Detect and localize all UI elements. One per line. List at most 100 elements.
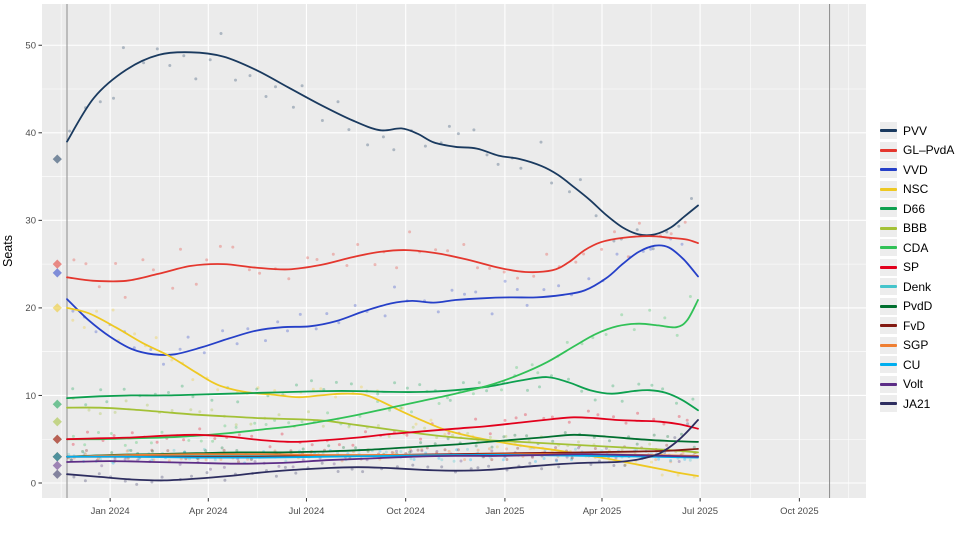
svg-text:30: 30 (25, 216, 36, 227)
election-result-marker-VVD (52, 268, 62, 278)
svg-text:Jan 2025: Jan 2025 (485, 506, 524, 517)
legend-key-icon (880, 317, 897, 335)
legend-item-vvd: VVD (880, 160, 954, 180)
svg-text:Apr 2025: Apr 2025 (583, 506, 622, 517)
minor-gridlines (42, 4, 866, 498)
svg-text:Jul 2024: Jul 2024 (288, 506, 324, 517)
legend-item-denk: Denk (880, 277, 954, 297)
legend-key-icon (880, 297, 897, 315)
legend-swatch-icon (880, 148, 897, 152)
legend-key-icon (880, 336, 897, 354)
legend-swatch-icon (880, 129, 897, 133)
legend-key-icon (880, 239, 897, 257)
legend-key-icon (880, 141, 897, 159)
scatter-D66 (71, 374, 695, 407)
legend-item-cu: CU (880, 355, 954, 375)
legend-swatch-icon (880, 246, 897, 250)
legend-swatch-icon (880, 168, 897, 172)
legend: PVV GL–PvdA VVD NSC D66 (880, 121, 954, 414)
legend-item-pvdd: PvdD (880, 297, 954, 317)
election-result-marker-GL–PvdA (52, 259, 62, 269)
legend-label: PVV (903, 123, 928, 138)
legend-item-fvd: FvD (880, 316, 954, 336)
election-result-marker-BBB (52, 417, 62, 427)
svg-text:Oct 2025: Oct 2025 (780, 506, 819, 517)
election-result-marker-JA21 (52, 469, 62, 479)
election-result-marker-Volt (52, 460, 62, 471)
scatter-CDA (71, 295, 692, 447)
legend-label: NSC (903, 182, 929, 197)
legend-swatch-icon (880, 207, 897, 211)
legend-label: SP (903, 260, 920, 275)
legend-key-icon (880, 219, 897, 237)
plot-panel (42, 4, 866, 498)
scatter-GL–PvdA (72, 220, 687, 299)
legend-item-d66: D66 (880, 199, 954, 219)
legend-label: BBB (903, 221, 928, 236)
legend-swatch-icon (880, 304, 897, 308)
trend-line-GL–PvdA (66, 235, 699, 283)
legend-label: GL–PvdA (903, 143, 955, 158)
trend-line-BBB (66, 406, 699, 454)
legend-swatch-icon (880, 343, 897, 347)
trend-line-Volt (66, 453, 699, 465)
election-result-marker-PVV (52, 154, 62, 164)
legend-label: D66 (903, 201, 926, 216)
svg-text:Apr 2024: Apr 2024 (189, 506, 228, 517)
legend-swatch-icon (880, 226, 897, 230)
legend-swatch-icon (880, 285, 897, 289)
legend-key-icon (880, 356, 897, 374)
legend-label: PvdD (903, 299, 933, 314)
legend-key-icon (880, 258, 897, 276)
legend-item-cda: CDA (880, 238, 954, 258)
svg-text:50: 50 (25, 41, 36, 52)
legend-key-icon (880, 180, 897, 198)
legend-label: SGP (903, 338, 929, 353)
y-axis-title: Seats (1, 235, 15, 267)
x-axis-tick-labels: Jan 2024 Apr 2024 Jul 2024 Oct 2024 Jan 2025… (91, 498, 819, 517)
trend-line-D66 (66, 376, 699, 412)
legend-item-gl-pvda: GL–PvdA (880, 141, 954, 161)
legend-item-pvv: PVV (880, 121, 954, 141)
election-result-marker-CU (52, 452, 62, 462)
legend-label: Volt (903, 377, 924, 392)
svg-text:Jul 2025: Jul 2025 (682, 506, 718, 517)
election-result-marker-SP (52, 434, 62, 444)
legend-swatch-icon (880, 402, 897, 406)
legend-label: CU (903, 357, 921, 372)
legend-key-icon (880, 278, 897, 296)
legend-swatch-icon (880, 363, 897, 367)
legend-item-ja21: JA21 (880, 394, 954, 414)
svg-text:10: 10 (25, 391, 36, 402)
legend-item-sgp: SGP (880, 336, 954, 356)
legend-label: Denk (903, 279, 932, 294)
trend-line-CU (66, 453, 699, 459)
trend-line-CDA (66, 299, 699, 441)
legend-key-icon (880, 122, 897, 140)
trend-line-JA21 (66, 419, 699, 482)
trend-line-SP (66, 416, 699, 443)
legend-key-icon (880, 161, 897, 179)
legend-swatch-icon (880, 324, 897, 328)
legend-label: VVD (903, 162, 928, 177)
legend-key-icon (880, 200, 897, 218)
trend-line-NSC (66, 307, 699, 477)
legend-swatch-icon (880, 265, 897, 269)
svg-text:20: 20 (25, 303, 36, 314)
svg-text:0: 0 (31, 478, 36, 489)
trend-line-PVV (66, 51, 699, 237)
legend-item-sp: SP (880, 258, 954, 278)
legend-swatch-icon (880, 382, 897, 386)
legend-swatch-icon (880, 187, 897, 191)
svg-text:Jan 2024: Jan 2024 (91, 506, 130, 517)
y-axis-tick-labels: 0 10 20 30 40 50 (25, 41, 42, 489)
legend-item-volt: Volt (880, 375, 954, 395)
legend-key-icon (880, 395, 897, 413)
legend-label: JA21 (903, 396, 931, 411)
scatter-PvdD (69, 431, 696, 462)
election-result-marker-NSC (52, 303, 62, 313)
svg-text:Oct 2024: Oct 2024 (386, 506, 425, 517)
legend-label: CDA (903, 240, 929, 255)
